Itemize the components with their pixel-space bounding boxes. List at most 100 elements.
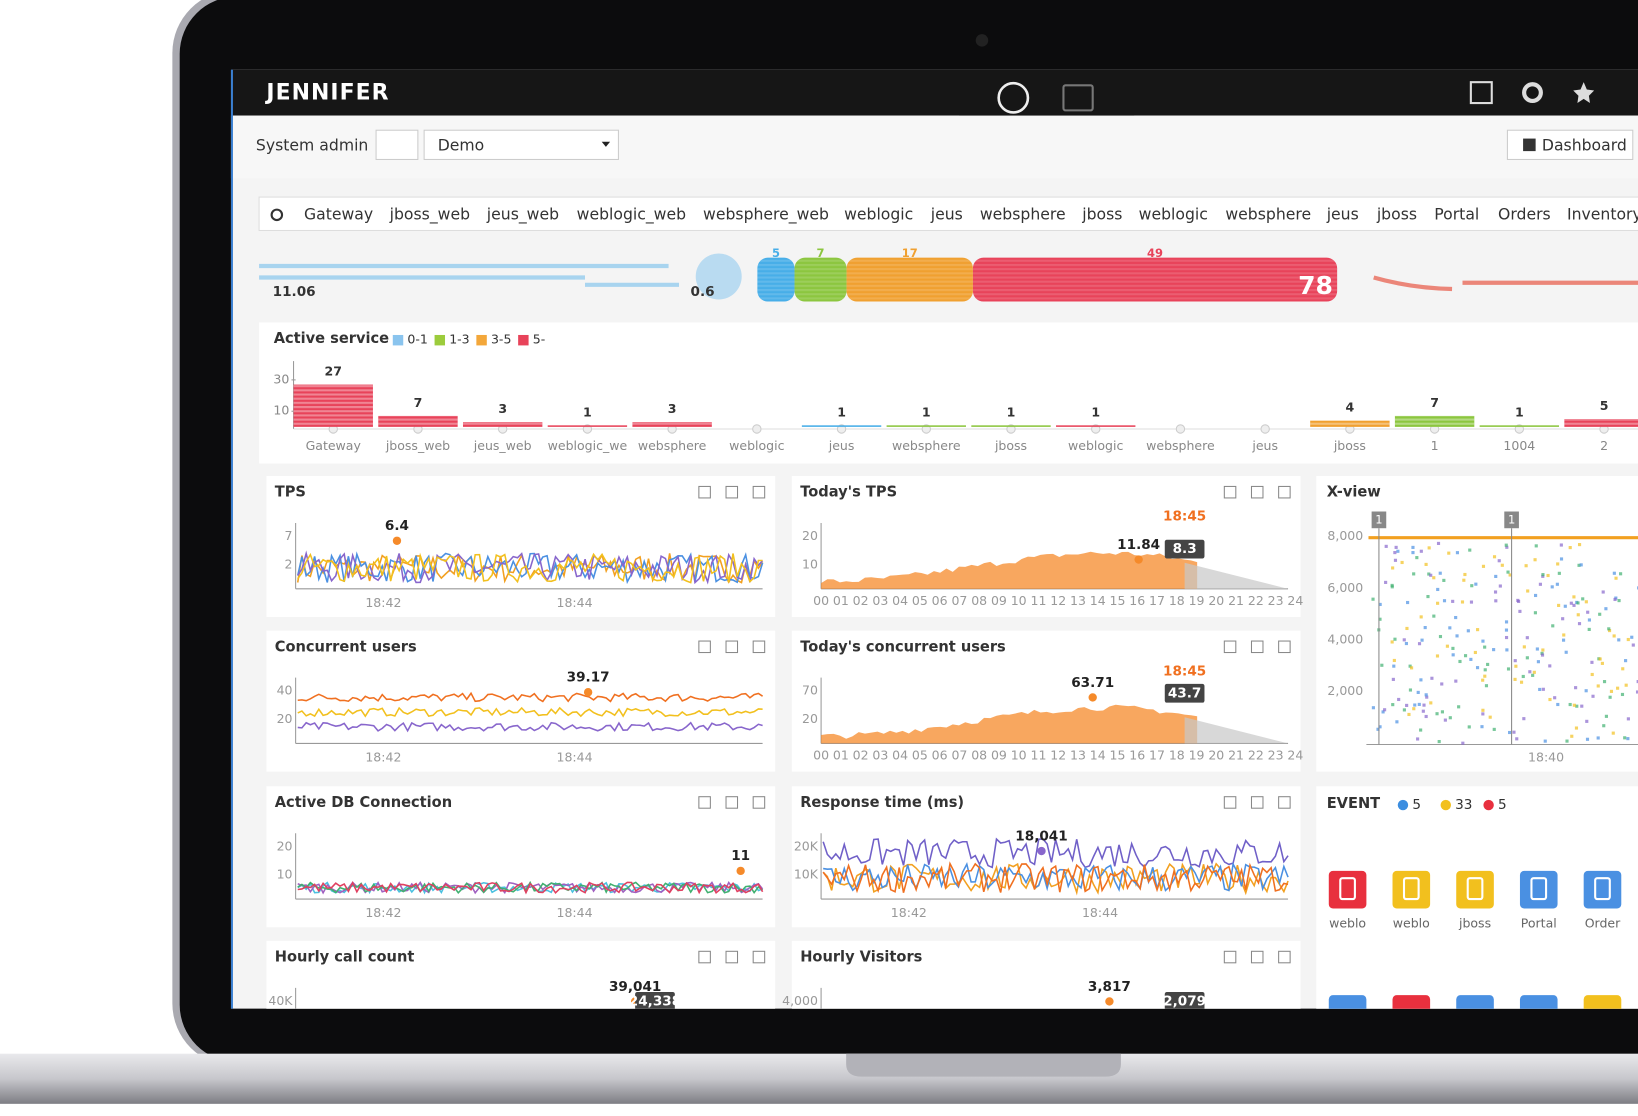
tab[interactable]: weblogic <box>1139 204 1208 223</box>
panel-tool-icon[interactable] <box>1278 640 1291 654</box>
panel-tool-icon[interactable] <box>725 640 739 654</box>
y-tick-label: 2,000 <box>1327 683 1363 698</box>
panel-tool-icon[interactable] <box>1223 796 1237 809</box>
panel-tool-icon[interactable] <box>1223 640 1237 654</box>
tab[interactable]: Inventory <box>1567 204 1638 223</box>
annotation: 24,338 <box>629 993 681 1009</box>
tab[interactable]: websphere_web <box>703 204 829 224</box>
refresh-icon[interactable] <box>270 208 284 222</box>
scatter-dot <box>1432 576 1436 580</box>
category-label: weblogic <box>1068 438 1123 453</box>
scatter-dot <box>1538 582 1542 586</box>
event-label: Portal <box>1521 916 1557 931</box>
scatter-dot <box>1587 618 1591 622</box>
scatter-dot <box>1631 643 1635 647</box>
tab[interactable]: Gateway <box>304 204 373 223</box>
scatter-dot <box>1574 726 1579 730</box>
panel-tool-icon[interactable] <box>725 796 739 809</box>
event-icon[interactable] <box>1519 870 1558 909</box>
panel-tool-icon[interactable] <box>1250 796 1264 809</box>
tab[interactable]: jeus_web <box>486 204 559 224</box>
y-tick-label: 40K <box>268 993 293 1008</box>
scatter-dot <box>1481 639 1485 643</box>
x-tick-label: 23 <box>1268 593 1284 608</box>
value-badge <box>1164 683 1205 703</box>
event-icon[interactable] <box>1328 870 1367 909</box>
tab[interactable]: weblogic <box>844 204 913 223</box>
tab[interactable]: weblogic_web <box>577 204 686 224</box>
tab[interactable]: jboss <box>1376 204 1417 223</box>
panel-tool-icon[interactable] <box>698 485 711 499</box>
scatter-dot <box>1506 667 1511 671</box>
scatter-dot <box>1512 730 1516 734</box>
event-icon[interactable] <box>1583 870 1622 909</box>
domain-select[interactable] <box>423 129 619 160</box>
panel-tool-icon[interactable] <box>752 796 766 809</box>
scatter-dot <box>1408 664 1412 668</box>
scatter-dot <box>1411 545 1415 549</box>
event-icon-next <box>1583 995 1622 1009</box>
event-dot <box>1440 799 1452 811</box>
scatter-dot <box>1390 585 1394 589</box>
scatter-dot <box>1602 724 1606 728</box>
panel-tool-icon[interactable] <box>698 640 711 654</box>
tab[interactable]: jboss <box>1081 204 1122 223</box>
panel-tool-icon[interactable] <box>1250 950 1264 964</box>
speed-icon[interactable] <box>997 81 1030 114</box>
star-icon[interactable] <box>1573 82 1595 104</box>
scatter-dot <box>1519 680 1524 684</box>
marker-badge <box>1371 511 1387 529</box>
scatter-dot <box>1515 737 1519 741</box>
tab[interactable]: jeus <box>1326 204 1359 223</box>
y-tick-label: 20K <box>794 838 819 853</box>
panel-tool-icon[interactable] <box>1250 640 1264 654</box>
scatter-dot <box>1604 607 1608 611</box>
tree-button[interactable] <box>375 129 419 160</box>
tab[interactable]: Portal <box>1434 204 1479 223</box>
scatter-dot <box>1598 657 1602 661</box>
x-tick-label: 05 <box>912 747 928 762</box>
panel-tool-icon[interactable] <box>698 796 711 809</box>
scatter-dot <box>1506 570 1510 574</box>
scatter-dot <box>1447 551 1451 555</box>
annotation: 8.3 <box>1173 541 1197 557</box>
panel-tool-icon[interactable] <box>1223 485 1237 499</box>
x-tick-label: 02 <box>853 747 869 762</box>
panel-tool-icon[interactable] <box>1278 950 1291 964</box>
panel-tool-icon[interactable] <box>725 950 739 964</box>
x-tick-label: 10 <box>1011 747 1027 762</box>
panel-tool-icon[interactable] <box>1223 950 1237 964</box>
event-label: weblo <box>1329 916 1366 931</box>
camera <box>975 34 989 47</box>
tab[interactable]: jboss_web <box>389 204 470 224</box>
scatter-dot <box>1440 710 1445 714</box>
panel-tool-icon[interactable] <box>752 640 766 654</box>
scatter-dot <box>1396 549 1400 553</box>
panel-tool-icon[interactable] <box>1278 796 1291 809</box>
report-icon[interactable] <box>1469 81 1493 105</box>
tab[interactable]: websphere <box>980 204 1066 223</box>
tab[interactable]: jeus <box>930 204 963 223</box>
panel-tool-icon[interactable] <box>1278 485 1291 499</box>
event-icon[interactable] <box>1392 870 1431 909</box>
x-tick-label: 03 <box>872 593 888 608</box>
panel-title: Hourly Visitors <box>800 949 922 966</box>
event-icon[interactable] <box>1456 870 1494 909</box>
value-badge <box>635 992 675 1009</box>
panel-tool-icon[interactable] <box>752 485 766 499</box>
panel-tool-icon[interactable] <box>698 950 711 964</box>
value-badge <box>1164 539 1205 559</box>
panel-tool-icon[interactable] <box>725 485 739 499</box>
scatter-dot <box>1614 576 1618 580</box>
scatter-dot <box>1412 707 1416 711</box>
settings-icon[interactable] <box>1522 82 1543 104</box>
scatter-dot <box>1553 696 1557 700</box>
panel-tool-icon[interactable] <box>752 950 766 964</box>
tab[interactable]: Orders <box>1498 204 1551 223</box>
scatter-dot <box>1412 572 1416 576</box>
scatter-dot <box>1602 680 1607 684</box>
panel-tool-icon[interactable] <box>1250 485 1264 499</box>
screen-icon[interactable] <box>1062 84 1094 112</box>
tab[interactable]: websphere <box>1225 204 1311 223</box>
scatter-dot <box>1419 678 1423 682</box>
